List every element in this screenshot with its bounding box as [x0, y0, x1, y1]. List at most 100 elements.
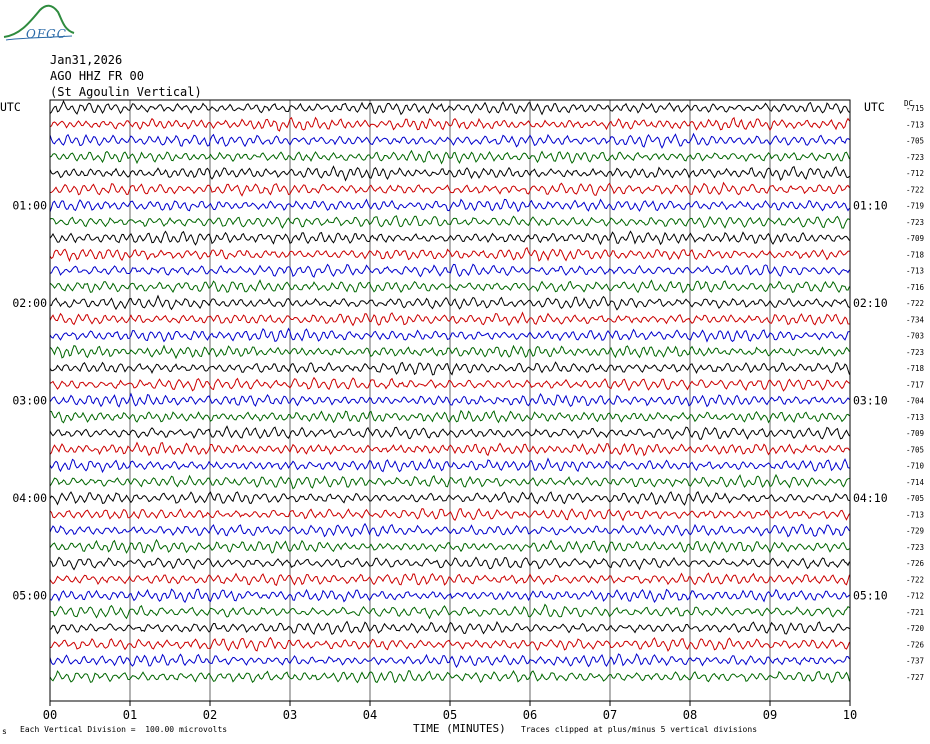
x-tick-label: 09 — [763, 708, 777, 722]
dc-offset-label: -709 — [906, 234, 924, 243]
right-hour-label: 04:10 — [853, 491, 888, 505]
trace-line — [49, 670, 850, 684]
trace-line — [49, 620, 850, 636]
dc-offset-label: -710 — [906, 462, 925, 471]
left-hour-label: 01:00 — [12, 199, 47, 213]
dc-offset-label: -718 — [906, 364, 925, 373]
trace-line — [49, 116, 850, 132]
left-hour-label: 05:00 — [12, 589, 47, 603]
trace-line — [49, 132, 850, 149]
trace-line — [49, 361, 850, 376]
trace-line — [49, 230, 850, 246]
dc-offset-label: -729 — [906, 527, 924, 536]
trace-line — [49, 653, 850, 668]
left-utc-label: UTC — [0, 100, 21, 114]
dc-offset-label: -722 — [906, 299, 924, 308]
right-utc-label: UTC — [864, 100, 885, 114]
axis-labels: 00 01 02 03 04 05 06 07 08 09 10 -715 -713 -705 -723 -7… — [0, 99, 925, 722]
trace-line — [49, 636, 850, 652]
plot-date: Jan31,2026 — [50, 53, 123, 67]
dc-offset-label: -705 — [906, 445, 924, 454]
dc-offset-label: -737 — [906, 657, 924, 666]
logo-swoosh — [3, 4, 75, 38]
x-tick-label: 10 — [843, 708, 857, 722]
trace-line — [49, 522, 850, 538]
trace-line — [49, 279, 850, 294]
x-tick-label: 05 — [443, 708, 457, 722]
ofgc-logo — [3, 4, 75, 41]
trace-group — [49, 99, 850, 684]
dc-offset-label: -722 — [906, 185, 924, 194]
right-hour-label: 01:10 — [853, 199, 888, 213]
dc-offset-label: -716 — [906, 283, 925, 292]
x-tick-label: 06 — [523, 708, 537, 722]
dc-offset-label: -705 — [906, 137, 924, 146]
plot-frame — [49, 99, 851, 702]
dc-offset-label: -718 — [906, 250, 925, 259]
trace-line — [49, 556, 850, 571]
clipping-note: Traces clipped at plus/minus 5 vertical … — [521, 725, 758, 734]
trace-line — [49, 409, 850, 424]
dc-offset-label: -704 — [906, 397, 925, 406]
trace-line — [49, 181, 850, 197]
left-hour-label: 03:00 — [12, 394, 47, 408]
trace-line — [49, 198, 850, 213]
x-axis-title: TIME (MINUTES) — [413, 722, 506, 735]
right-hour-label: 03:10 — [853, 394, 888, 408]
trace-line — [49, 425, 850, 441]
trace-line — [49, 215, 850, 229]
x-tick-label: 04 — [363, 708, 377, 722]
trace-line — [49, 344, 850, 360]
dc-offset-label: -726 — [906, 640, 925, 649]
dc-offset-label: -722 — [906, 575, 924, 584]
x-tick-label: 08 — [683, 708, 697, 722]
left-hour-label: 04:00 — [12, 491, 47, 505]
dc-offset-label: -713 — [906, 267, 924, 276]
dc-offset-label: -703 — [906, 332, 924, 341]
logo-text: OFGC — [26, 27, 67, 41]
dc-offset-label: -721 — [906, 608, 924, 617]
dc-offset-label: -717 — [906, 380, 924, 389]
station-name: (St Agoulin Vertical) — [50, 85, 202, 99]
trace-line — [49, 311, 850, 327]
dc-offset-label: -712 — [906, 592, 924, 601]
trace-line — [49, 376, 850, 392]
trace-line — [49, 572, 850, 587]
right-hour-label: 05:10 — [853, 589, 888, 603]
dc-header-label: DC — [904, 99, 913, 108]
dc-offset-label: -705 — [906, 494, 924, 503]
trace-line — [49, 603, 850, 620]
trace-line — [49, 246, 850, 263]
dc-offset-label: -712 — [906, 169, 924, 178]
trace-line — [49, 99, 850, 116]
x-tick-label: 07 — [603, 708, 617, 722]
dc-offset-label: -715 — [906, 104, 924, 113]
trace-line — [49, 149, 850, 165]
trace-line — [49, 491, 850, 506]
dc-offset-label: -714 — [906, 478, 925, 487]
trace-line — [49, 327, 850, 343]
x-tick-label: 00 — [43, 708, 57, 722]
trace-line — [49, 392, 850, 408]
station-code: AGO HHZ FR 00 — [50, 69, 144, 83]
dc-offset-label: -723 — [906, 218, 924, 227]
dc-offset-label: -713 — [906, 510, 924, 519]
x-tick-label: 03 — [283, 708, 297, 722]
footer-corner-mark: s — [2, 727, 7, 736]
dc-offset-label: -727 — [906, 673, 924, 682]
x-tick-label: 02 — [203, 708, 217, 722]
dc-offset-label: -734 — [906, 315, 925, 324]
dc-offset-label: -723 — [906, 543, 924, 552]
right-hour-label: 02:10 — [853, 296, 888, 310]
dc-offset-label: -719 — [906, 202, 924, 211]
dc-offset-label: -726 — [906, 559, 925, 568]
dc-offset-label: -709 — [906, 429, 924, 438]
trace-line — [49, 294, 850, 311]
trace-line — [49, 165, 850, 182]
dc-offset-label: -720 — [906, 624, 925, 633]
left-hour-label: 02:00 — [12, 296, 47, 310]
dc-offset-label: -723 — [906, 348, 924, 357]
trace-line — [49, 588, 850, 604]
x-tick-label: 01 — [123, 708, 137, 722]
